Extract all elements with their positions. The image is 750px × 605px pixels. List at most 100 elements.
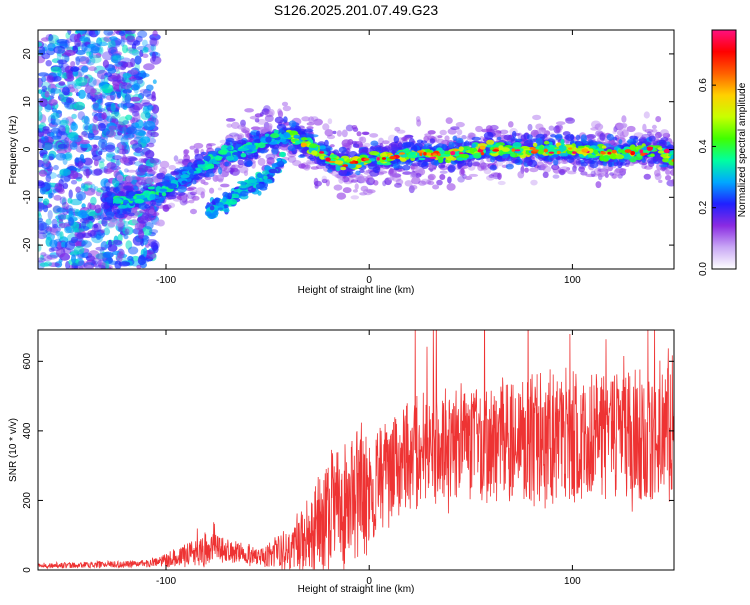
spectrogram-cell [258, 143, 266, 149]
spectrogram-cell [498, 181, 506, 185]
spectrogram-cell [453, 149, 458, 152]
spectrogram-cell [490, 165, 497, 171]
spectrogram-cell [486, 140, 494, 146]
spectrogram-cell [113, 198, 123, 204]
spectrogram-cell [34, 182, 45, 189]
spectrogram-cell [311, 150, 317, 155]
spectrogram-cell [605, 173, 609, 178]
spectrogram-cell [266, 154, 276, 160]
spectrogram-cell [189, 169, 194, 174]
spectrogram-cell [457, 129, 463, 135]
spectrogram-cell [559, 125, 563, 130]
spectrogram-cell [615, 125, 624, 129]
spectrogram-cell [76, 57, 81, 66]
spectrogram-cell [35, 213, 42, 220]
spectrogram-cell [218, 167, 222, 174]
spectrogram-cell [550, 134, 556, 137]
spectrogram-cell [93, 116, 99, 123]
spectrogram-cell [460, 168, 464, 175]
spectrogram-cell [71, 114, 77, 119]
spectrogram-cell [549, 126, 555, 131]
spectrogram-cell [124, 235, 129, 239]
spectrogram-cell [599, 133, 605, 141]
spectrogram-cell [456, 138, 464, 143]
spectrogram-cell [584, 159, 593, 164]
spectrogram-cell [304, 129, 313, 133]
spectrogram-cell [189, 174, 194, 179]
spectrogram-cell [210, 206, 215, 211]
spectrogram-cell [183, 149, 189, 154]
spectrogram-cell [75, 186, 81, 192]
spectrogram-cell [423, 152, 427, 156]
spectrogram-cell [142, 40, 148, 47]
spectrogram-cell [594, 150, 599, 154]
spectrogram-cell [609, 172, 614, 176]
spectrogram-cell [145, 222, 154, 230]
spectrogram-cell [640, 149, 644, 153]
spectrogram-cell [76, 77, 88, 87]
spectrogram-cell [147, 143, 154, 148]
spectrogram-cell [41, 76, 46, 82]
spectrogram-cell [625, 149, 632, 153]
spectrogram-cell [564, 136, 570, 140]
spectrogram-cell [399, 152, 405, 155]
spectrogram-cell [218, 150, 227, 155]
spectrogram-cell [607, 152, 611, 155]
spectrogram-cell [238, 160, 244, 166]
spectrogram-cell [104, 168, 113, 174]
spectrogram-cell [126, 188, 134, 191]
spectrogram-cell [190, 209, 197, 214]
spectrogram-cell [153, 79, 157, 84]
spectrogram-cell [600, 152, 606, 155]
spectrogram-cell [237, 125, 246, 130]
spectrogram-cell [470, 148, 474, 154]
spectrogram-cell [257, 173, 263, 178]
spectrogram-cell [490, 157, 495, 163]
spectrogram-cell [580, 171, 587, 175]
spectrogram-cell [71, 180, 77, 185]
spectrogram-cell [36, 258, 46, 263]
spectrogram-cell [91, 103, 102, 110]
spectrogram-cell [627, 126, 636, 132]
spectrogram-cell [118, 261, 130, 266]
spectrogram-cell [510, 153, 516, 157]
spectrogram-cell [159, 189, 167, 192]
spectrogram-cell [58, 213, 66, 221]
spectrogram-cell [222, 197, 227, 203]
x-tick-label: 100 [564, 275, 581, 286]
spectrogram-cell [644, 165, 653, 169]
spectrogram-cell [269, 169, 278, 174]
spectrogram-cell [145, 150, 154, 158]
spectrogram-cell [143, 121, 155, 130]
spectrogram-cell [497, 137, 501, 140]
spectrogram-cell [213, 153, 217, 156]
spectrogram-cell [203, 182, 208, 185]
spectrogram-cell [69, 211, 74, 216]
spectrogram-cell [131, 118, 138, 123]
spectrogram-cell [342, 130, 348, 138]
spectrogram-cell [447, 183, 456, 191]
spectrogram-cell [81, 66, 88, 73]
spectrogram-cell [45, 91, 50, 98]
spectrogram-cell [241, 153, 247, 157]
spectrogram-cell [338, 177, 344, 184]
spectrogram-cell [130, 97, 141, 102]
spectrogram-cell [348, 176, 354, 183]
spectrogram-cell [107, 162, 117, 169]
spectrogram-cell [81, 43, 88, 51]
spectrogram-cell [459, 146, 464, 151]
spectrogram-cell [576, 159, 581, 165]
spectrogram-cell [330, 154, 338, 158]
spectrogram-cell [351, 195, 360, 199]
spectrogram-cell [53, 165, 59, 170]
spectrogram-cell [387, 153, 393, 155]
spectrogram-cell [655, 116, 661, 122]
spectrogram-cell [359, 137, 364, 142]
spectrogram-cell [255, 113, 263, 117]
spectrogram-cell [139, 73, 149, 78]
spectrogram-cell [320, 156, 324, 160]
spectrogram-cell [227, 192, 232, 199]
spectrogram-cell [353, 144, 360, 148]
spectrogram-cell [319, 145, 326, 149]
spectrogram-cell [156, 173, 165, 180]
